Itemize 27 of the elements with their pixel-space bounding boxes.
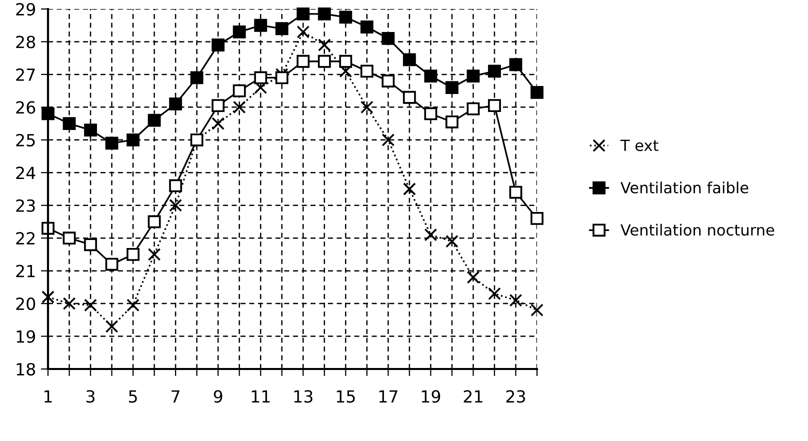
x-tick-label: 19 [422, 390, 440, 403]
y-tick-label: 27 [16, 68, 35, 81]
x-tick-label: 21 [464, 390, 482, 402]
x-tick-label: 9 [214, 390, 222, 403]
y-tick-label: 29 [16, 2, 36, 16]
x-tick-label: 13 [294, 390, 312, 403]
y-tick-label: 24 [16, 166, 36, 179]
y-tick-label: 18 [16, 362, 36, 376]
y-tick-label: 22 [16, 232, 35, 244]
x-tick-label: 1 [44, 390, 52, 402]
legend-label: Ventilation nocturne [620, 224, 774, 236]
legend-label: Ventilation faible [620, 182, 748, 194]
y-tick-label: 20 [16, 298, 36, 310]
x-tick-label: 17 [379, 390, 398, 402]
x-tick-label: 5 [129, 390, 137, 403]
y-tick-label: 26 [16, 101, 36, 114]
y-tick-label: 25 [16, 134, 35, 146]
x-tick-label: 7 [172, 390, 180, 402]
x-tick-label: 3 [86, 390, 94, 403]
x-tick-label: 15 [336, 390, 355, 403]
x-tick-label: 11 [252, 390, 270, 402]
y-tick-label: 23 [16, 199, 35, 212]
x-tick-label: 23 [506, 390, 526, 403]
y-tick-label: 21 [16, 264, 35, 278]
y-tick-label: 19 [16, 330, 36, 343]
legend-label: T ext [620, 140, 658, 152]
y-tick-label: 28 [16, 36, 36, 48]
